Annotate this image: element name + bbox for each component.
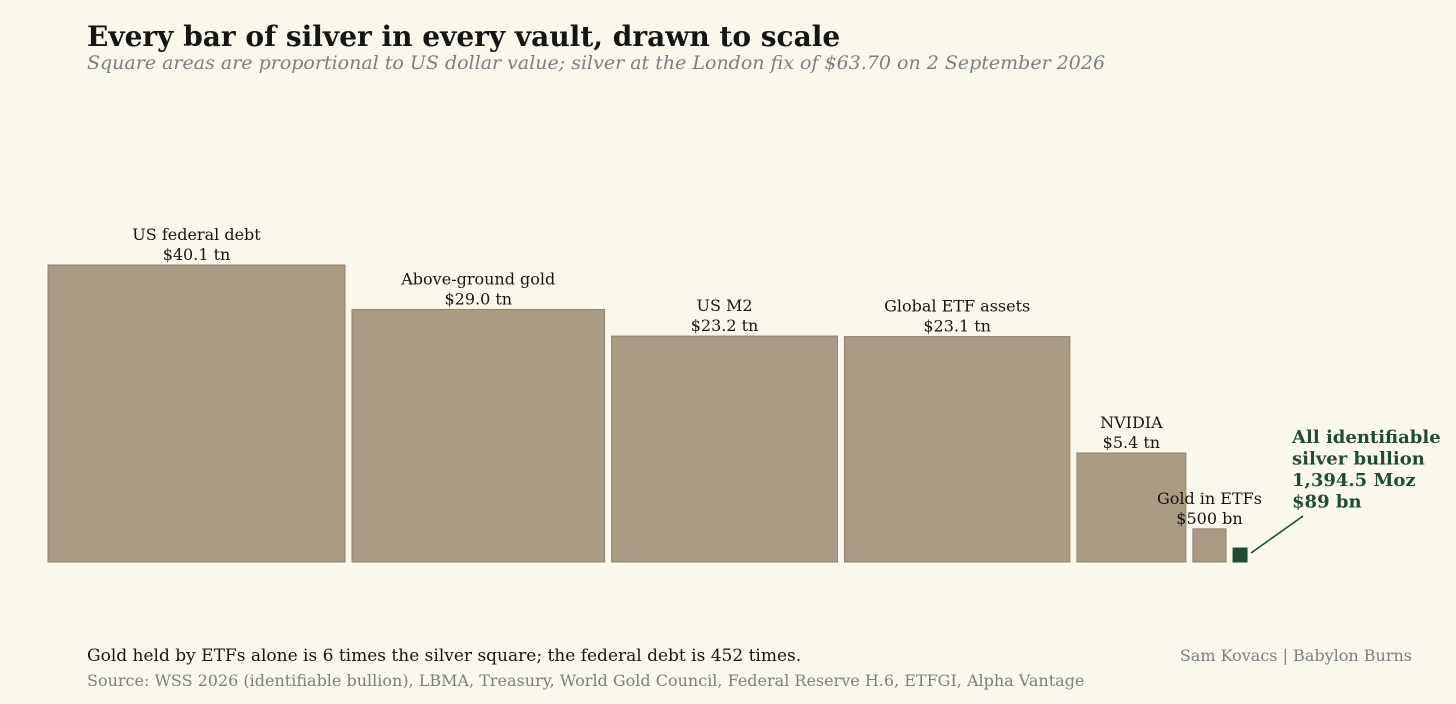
value-label: $500 bn (1176, 509, 1242, 528)
category-label: Global ETF assets (884, 297, 1030, 316)
highlight-label-line: $89 bn (1292, 492, 1362, 513)
highlight-label-line: All identifiable (1291, 427, 1441, 448)
footnote: Gold held by ETFs alone is 6 times the s… (87, 646, 802, 666)
square-gold-in-etfs (1192, 528, 1227, 563)
square-us-m2 (611, 335, 838, 563)
value-label: $23.1 tn (923, 317, 991, 336)
square-all-identifiable-silver-bullion (1232, 547, 1248, 563)
credit: Sam Kovacs | Babylon Burns (1179, 646, 1412, 665)
category-label: Gold in ETFs (1157, 489, 1262, 508)
value-label: $29.0 tn (444, 289, 512, 308)
category-label: NVIDIA (1100, 413, 1163, 432)
category-label: US federal debt (132, 225, 261, 244)
category-label: Above-ground gold (400, 269, 555, 288)
category-label: US M2 (696, 296, 752, 315)
square-global-etf-assets (843, 336, 1071, 563)
highlight-label-line: 1,394.5 Moz (1292, 470, 1416, 491)
value-label: $40.1 tn (163, 245, 231, 264)
highlight-label-line: silver bullion (1292, 449, 1425, 470)
chart-subtitle: Square areas are proportional to US doll… (87, 52, 1106, 74)
value-label: $5.4 tn (1103, 433, 1160, 452)
highlight-leader-line (1250, 515, 1304, 554)
square-nvidia (1076, 452, 1187, 563)
value-label: $23.2 tn (691, 316, 759, 335)
square-above-ground-gold (351, 308, 606, 563)
chart-title: Every bar of silver in every vault, draw… (87, 20, 841, 53)
square-us-federal-debt (47, 264, 346, 563)
source-note: Source: WSS 2026 (identifiable bullion),… (87, 671, 1085, 690)
